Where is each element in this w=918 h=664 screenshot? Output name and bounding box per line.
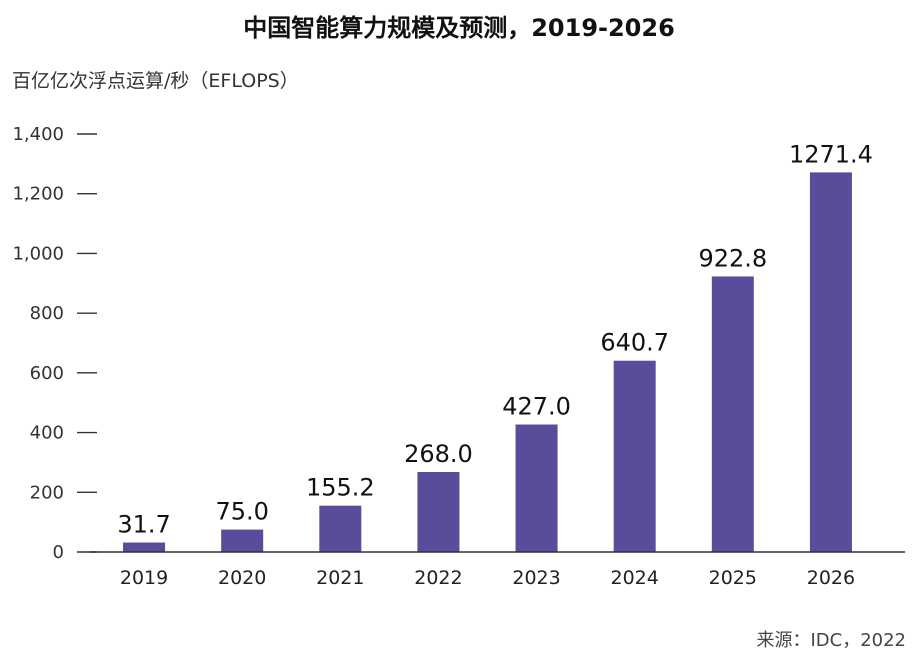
x-tick-label-2019: 2019	[120, 567, 168, 589]
value-label-2022: 268.0	[404, 440, 473, 468]
bars	[123, 172, 852, 552]
value-label-2024: 640.7	[600, 329, 669, 357]
x-tick-label-2025: 2025	[709, 567, 757, 589]
x-tick-label-2022: 2022	[414, 567, 462, 589]
value-label-2020: 75.0	[215, 498, 268, 526]
y-tick-label: 0	[53, 542, 64, 563]
x-tick-label-2020: 2020	[218, 567, 266, 589]
y-tick-label: 600	[30, 363, 64, 384]
y-tick-label: 800	[30, 303, 64, 324]
bar-2020	[221, 529, 264, 552]
bar-2025	[711, 276, 754, 552]
value-label-2021: 155.2	[306, 474, 375, 502]
x-axis: 2019 2020 2021 2022 2023 2024 2025 2026	[90, 551, 905, 589]
y-axis-unit-label: 百亿亿次浮点运算/秒（EFLOPS）	[12, 70, 299, 92]
x-tick-label-2021: 2021	[316, 567, 364, 589]
chart-title: 中国智能算力规模及预测，2019-2026	[243, 14, 675, 42]
value-labels: 31.7 75.0 155.2 268.0 427.0 640.7 922.8 1271.4	[117, 140, 873, 538]
value-label-2025: 922.8	[698, 244, 767, 272]
y-tick-label: 200	[30, 482, 64, 503]
bar-2022	[417, 471, 460, 552]
bar-2023	[515, 424, 558, 552]
x-tick-label-2024: 2024	[611, 567, 659, 589]
y-tick-label: 1,200	[12, 184, 64, 205]
value-label-2019: 31.7	[117, 511, 170, 539]
source-note: 来源：IDC，2022	[756, 630, 906, 651]
value-label-2026: 1271.4	[789, 140, 873, 168]
x-tick-label-2026: 2026	[807, 567, 855, 589]
y-axis: 0 200 400 600 800 1,000 1,200 1,400	[12, 124, 97, 563]
bar-2021	[319, 505, 362, 552]
bar-2019	[123, 542, 166, 552]
bar-2026	[809, 172, 852, 552]
y-tick-label: 1,000	[12, 243, 64, 264]
x-tick-label-2023: 2023	[512, 567, 560, 589]
y-tick-label: 400	[30, 423, 64, 444]
value-label-2023: 427.0	[502, 393, 571, 421]
bar-2024	[613, 360, 656, 552]
y-tick-label: 1,400	[12, 124, 64, 145]
